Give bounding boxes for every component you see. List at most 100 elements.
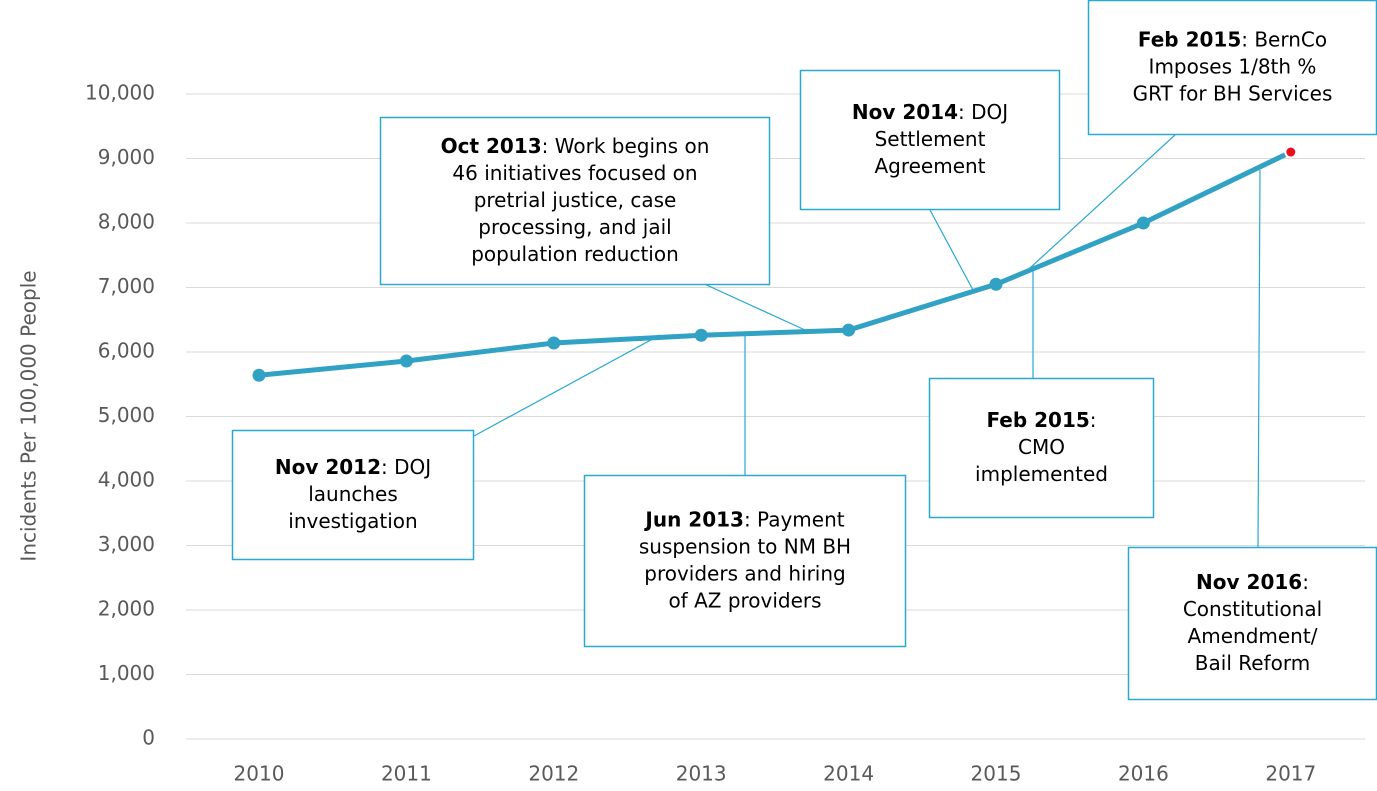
x-tick-label: 2013 bbox=[676, 762, 727, 786]
annotation-text: : bbox=[1302, 570, 1309, 594]
annotation-text: 46 initiatives focused on bbox=[452, 161, 697, 185]
annotation-text: investigation bbox=[288, 509, 417, 533]
leader-line bbox=[473, 334, 661, 437]
annotation-line: providers and hiring bbox=[644, 561, 845, 585]
annotation-text: : Payment bbox=[744, 507, 845, 531]
annotation-text: GRT for BH Services bbox=[1133, 81, 1333, 105]
annotation-text: Amendment/ bbox=[1188, 624, 1318, 648]
annotation-box bbox=[583, 474, 907, 648]
annotation-line: pretrial justice, case bbox=[474, 188, 677, 212]
x-tick-label: 2017 bbox=[1265, 762, 1316, 786]
y-tick-label: 9,000 bbox=[98, 145, 155, 169]
annotation-box bbox=[799, 69, 1061, 211]
annotation-line: GRT for BH Services bbox=[1133, 81, 1333, 105]
annotation-text: Imposes 1/8th % bbox=[1149, 54, 1317, 78]
annotation-text: processing, and jail bbox=[478, 215, 671, 239]
annotation-line: CMO bbox=[1018, 435, 1065, 459]
x-tick-label: 2010 bbox=[234, 762, 285, 786]
y-tick-label: 6,000 bbox=[98, 339, 155, 363]
annotation-line: Jun 2013: Payment bbox=[643, 507, 844, 531]
annotation-text: : BernCo bbox=[1241, 27, 1327, 51]
annotation-text: Bail Reform bbox=[1195, 651, 1310, 675]
annotation-date: Nov 2012 bbox=[275, 455, 381, 479]
annotation-line: suspension to NM BH bbox=[639, 534, 851, 558]
annotation-text: : DOJ bbox=[381, 455, 431, 479]
annotation-line: Settlement bbox=[875, 127, 986, 151]
annotation-line: Oct 2013: Work begins on bbox=[441, 134, 710, 158]
annotation-line: Amendment/ bbox=[1188, 624, 1318, 648]
data-point bbox=[547, 336, 561, 350]
leader-line bbox=[1029, 134, 1176, 269]
annotation-line: launches bbox=[308, 482, 398, 506]
annotation-date: Nov 2014 bbox=[852, 100, 958, 124]
annotation-text: Agreement bbox=[874, 154, 985, 178]
annotation-line: of AZ providers bbox=[668, 588, 821, 612]
y-tick-label: 3,000 bbox=[98, 532, 155, 556]
annotation-line: Agreement bbox=[874, 154, 985, 178]
y-tick-label: 7,000 bbox=[98, 274, 155, 298]
data-point bbox=[694, 328, 708, 342]
y-tick-label: 4,000 bbox=[98, 468, 155, 492]
annotation-box bbox=[1087, 0, 1377, 136]
annotation-date: Jun 2013 bbox=[643, 507, 744, 531]
annotation-text: population reduction bbox=[471, 242, 679, 266]
annotation-text: pretrial justice, case bbox=[474, 188, 677, 212]
x-tick-label: 2015 bbox=[971, 762, 1022, 786]
annotation-line: Nov 2016: bbox=[1196, 570, 1309, 594]
annotation-line: Nov 2014: DOJ bbox=[852, 100, 1008, 124]
annotation-text: : Work begins on bbox=[542, 134, 710, 158]
annotation-box bbox=[1127, 546, 1377, 701]
annotation-line: Constitutional bbox=[1183, 597, 1322, 621]
y-tick-label: 2,000 bbox=[98, 597, 155, 621]
data-point bbox=[252, 368, 266, 382]
annotation-date: Feb 2015 bbox=[1138, 27, 1241, 51]
annotation-box bbox=[231, 429, 475, 561]
annotation-line: population reduction bbox=[471, 242, 679, 266]
annotation-text: Settlement bbox=[875, 127, 986, 151]
leader-line bbox=[699, 281, 806, 331]
annotation-text: implemented bbox=[975, 462, 1108, 486]
data-point bbox=[1284, 145, 1298, 159]
leader-line bbox=[1257, 169, 1261, 548]
annotation-box bbox=[928, 377, 1155, 519]
annotation-text: suspension to NM BH bbox=[639, 534, 851, 558]
x-tick-label: 2014 bbox=[823, 762, 874, 786]
data-point bbox=[989, 277, 1003, 291]
line bbox=[258, 149, 1292, 378]
annotation-line: processing, and jail bbox=[478, 215, 671, 239]
annotation-text: of AZ providers bbox=[668, 588, 821, 612]
annotation-text: launches bbox=[308, 482, 398, 506]
y-tick-label: 8,000 bbox=[98, 210, 155, 234]
annotation-text: providers and hiring bbox=[644, 561, 845, 585]
annotation-line: Feb 2015: BernCo bbox=[1138, 27, 1327, 51]
annotation-text: CMO bbox=[1018, 435, 1065, 459]
annotation-box bbox=[379, 116, 771, 286]
annotation-text: : bbox=[1090, 408, 1097, 432]
annotation-line: Bail Reform bbox=[1195, 651, 1310, 675]
annotation-line: 46 initiatives focused on bbox=[452, 161, 697, 185]
y-axis-label: Incidents Per 100,000 People bbox=[17, 270, 41, 561]
x-tick-label: 2011 bbox=[381, 762, 432, 786]
annotation-line: Feb 2015: bbox=[986, 408, 1096, 432]
annotation-text: : DOJ bbox=[958, 100, 1008, 124]
data-point bbox=[399, 354, 413, 368]
x-tick-label: 2016 bbox=[1118, 762, 1169, 786]
annotation-date: Oct 2013 bbox=[441, 134, 542, 158]
annotation-date: Nov 2016 bbox=[1196, 570, 1302, 594]
annotation-date: Feb 2015 bbox=[986, 408, 1089, 432]
annotation-line: implemented bbox=[975, 462, 1108, 486]
annotation-line: Nov 2012: DOJ bbox=[275, 455, 431, 479]
x-tick-label: 2012 bbox=[528, 762, 579, 786]
y-tick-label: 1,000 bbox=[98, 661, 155, 685]
leader-line bbox=[929, 209, 974, 291]
y-tick-label: 10,000 bbox=[85, 81, 155, 105]
annotation-line: Imposes 1/8th % bbox=[1149, 54, 1317, 78]
data-point bbox=[1136, 216, 1150, 230]
y-tick-label: 5,000 bbox=[98, 403, 155, 427]
annotation-text: Constitutional bbox=[1183, 597, 1322, 621]
annotation-line: investigation bbox=[288, 509, 417, 533]
data-point bbox=[842, 323, 856, 337]
y-tick-label: 0 bbox=[142, 726, 155, 750]
